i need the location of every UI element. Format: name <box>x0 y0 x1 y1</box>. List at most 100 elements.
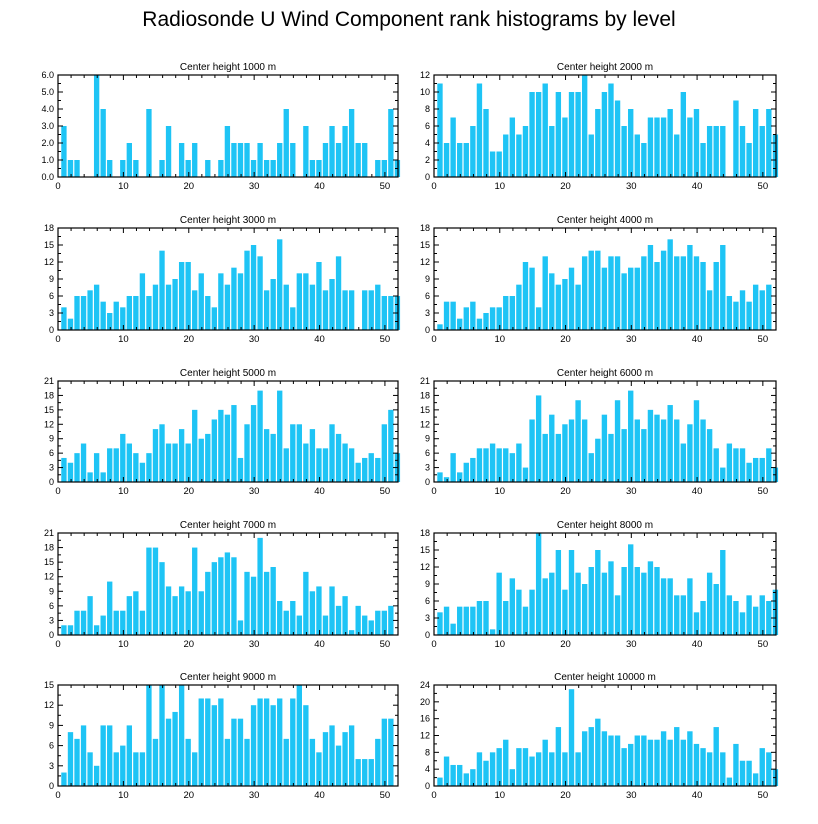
bar <box>660 250 667 330</box>
bar <box>178 685 185 786</box>
bar <box>178 262 185 330</box>
bar <box>67 732 74 786</box>
histogram-panel-10: Center height 10000 m 0 10 20 30 40 50 0 4 8 12 16 2… <box>420 672 779 801</box>
bar <box>362 457 368 482</box>
y-tick-label: 9 <box>49 586 54 596</box>
bar <box>641 572 647 635</box>
bar <box>575 752 581 786</box>
bar <box>329 424 335 482</box>
bar <box>555 727 562 786</box>
bar <box>237 143 244 177</box>
bar <box>509 117 516 177</box>
bar <box>660 419 667 482</box>
bar <box>355 143 361 177</box>
panel-title: Center height 6000 m <box>557 368 653 379</box>
bar <box>375 284 381 330</box>
bar <box>595 250 601 330</box>
bar <box>139 610 146 635</box>
bar <box>595 550 601 635</box>
x-tick-label: 0 <box>55 181 60 192</box>
bar <box>641 735 647 786</box>
bar <box>503 601 509 635</box>
bar <box>680 739 687 786</box>
bar <box>450 301 456 330</box>
bar <box>139 462 146 482</box>
bar <box>231 143 237 177</box>
bar <box>529 589 535 635</box>
bar <box>231 718 237 786</box>
bar <box>107 581 113 635</box>
bar <box>437 83 443 177</box>
bar <box>172 711 178 786</box>
bar <box>489 151 496 177</box>
y-tick-label: 3 <box>425 463 430 473</box>
x-tick-label: 30 <box>626 790 637 801</box>
bar <box>355 605 361 635</box>
panel-title: Center height 2000 m <box>557 62 653 73</box>
bar <box>700 143 706 177</box>
bar <box>159 250 165 330</box>
bar <box>516 443 522 482</box>
bar <box>283 448 289 482</box>
bar <box>126 725 132 786</box>
bar <box>348 109 355 177</box>
y-tick-label: 9 <box>49 434 54 444</box>
bar <box>74 296 80 330</box>
bar <box>647 739 654 786</box>
y-tick-label: 0 <box>49 781 54 791</box>
y-tick-label: 0 <box>425 781 430 791</box>
bar <box>165 718 172 786</box>
bar <box>470 126 476 177</box>
x-tick-label: 50 <box>380 181 391 192</box>
bar <box>516 134 522 177</box>
bar <box>172 279 178 330</box>
bar <box>450 453 456 482</box>
bar <box>443 606 450 635</box>
bar <box>159 685 165 786</box>
bar <box>706 572 713 635</box>
bar <box>277 143 283 177</box>
bar <box>348 725 355 786</box>
y-tick-label: 12 <box>44 700 54 710</box>
bar <box>766 601 772 635</box>
bar <box>388 605 394 635</box>
bar <box>739 126 746 177</box>
bar <box>218 557 224 635</box>
bar <box>290 307 296 330</box>
x-tick-label: 20 <box>560 790 571 801</box>
bar <box>575 284 581 330</box>
bar <box>733 601 739 635</box>
bar <box>568 92 575 177</box>
bar <box>303 705 309 786</box>
bar <box>483 760 489 786</box>
bar <box>522 748 529 786</box>
y-tick-label: 9 <box>49 274 54 284</box>
x-tick-label: 20 <box>183 639 194 650</box>
bar <box>270 705 276 786</box>
bar <box>87 290 93 330</box>
bar <box>509 578 516 635</box>
bar <box>588 250 594 330</box>
bar <box>654 414 660 482</box>
bar <box>720 467 726 482</box>
bar <box>463 462 469 482</box>
bar <box>257 537 263 635</box>
bar <box>335 256 342 330</box>
y-tick-label: 0 <box>425 477 430 487</box>
bar <box>342 290 348 330</box>
bar <box>766 448 772 482</box>
x-tick-label: 10 <box>118 790 129 801</box>
x-tick-label: 40 <box>692 639 703 650</box>
bar <box>224 414 231 482</box>
bar <box>450 117 456 177</box>
bar <box>733 301 739 330</box>
y-tick-label: 0 <box>49 630 54 640</box>
bar <box>654 117 660 177</box>
bar <box>608 433 614 482</box>
bar <box>647 245 654 330</box>
bar <box>198 438 204 482</box>
bar <box>588 567 594 635</box>
y-tick-label: 21 <box>420 376 430 386</box>
y-tick-label: 12 <box>44 257 54 267</box>
bar <box>133 752 139 786</box>
